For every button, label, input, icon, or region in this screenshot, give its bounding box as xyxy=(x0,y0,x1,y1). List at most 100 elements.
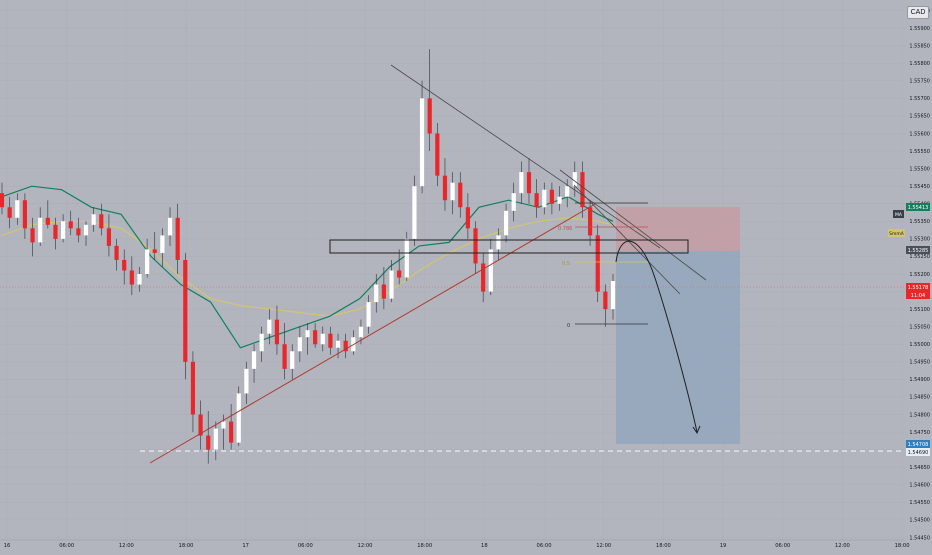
position-zones xyxy=(616,207,740,444)
price-tick-label: 1.54650 xyxy=(909,465,930,471)
candlesticks xyxy=(0,49,616,464)
fib-label-05: 0.5 xyxy=(562,261,570,267)
bearish-candle xyxy=(328,333,333,348)
bullish-candle xyxy=(259,333,264,352)
take-profit-zone[interactable] xyxy=(616,251,740,444)
bearish-candle xyxy=(458,182,463,208)
time-tick-label: 16 xyxy=(4,543,11,549)
time-tick-label: 19 xyxy=(720,543,727,549)
price-tick-label: 1.54500 xyxy=(909,518,930,524)
price-tick-label: 1.54750 xyxy=(909,430,930,436)
price-tick-label: 1.54900 xyxy=(909,377,930,383)
time-tick-label: 12:00 xyxy=(358,543,373,549)
bullish-candle xyxy=(542,189,547,208)
price-tick-label: 1.55750 xyxy=(909,79,930,85)
bullish-candle xyxy=(167,217,173,236)
price-tick-label: 1.55550 xyxy=(909,149,930,155)
time-tick-label: 18:00 xyxy=(895,543,910,549)
price-tick-label: 1.55250 xyxy=(909,254,930,260)
bullish-candle xyxy=(488,249,493,292)
bullish-candle xyxy=(335,340,341,348)
bullish-candle xyxy=(251,351,257,369)
countdown-badge-bg xyxy=(906,291,930,299)
smma-label: SmmA xyxy=(889,231,905,237)
projected-path-arrow[interactable] xyxy=(615,240,698,433)
bearish-candle xyxy=(595,235,600,292)
bearish-candle xyxy=(129,270,134,285)
bearish-candle xyxy=(381,284,386,299)
badge-1546: 1.54690 xyxy=(908,450,929,456)
time-tick-label: 06:00 xyxy=(537,543,552,549)
bullish-candle xyxy=(60,221,66,239)
bullish-candle xyxy=(610,281,616,310)
price-tick-label: 1.55800 xyxy=(909,61,930,67)
price-tick-label: 1.54800 xyxy=(909,412,930,418)
price-axis[interactable]: 1.559501.559001.558501.558001.557501.557… xyxy=(905,0,932,550)
price-tick-label: 1.55200 xyxy=(909,272,930,278)
bearish-candle xyxy=(526,172,532,194)
bullish-candle xyxy=(503,210,509,236)
time-tick-label: 06:00 xyxy=(298,543,313,549)
drawings: 0.786 0.5 0 xyxy=(149,64,707,464)
ascending-trendline[interactable] xyxy=(149,203,596,464)
badge-1554: 1.55413 xyxy=(908,205,929,211)
bullish-candle xyxy=(38,217,43,243)
bullish-candle xyxy=(221,421,226,429)
price-tick-label: 1.55350 xyxy=(909,219,930,225)
bullish-candle xyxy=(320,333,325,345)
bullish-candle xyxy=(91,214,96,225)
bearish-candle xyxy=(206,435,211,450)
fib-label-0: 0 xyxy=(567,323,570,329)
bullish-candle xyxy=(137,274,142,285)
stop-loss-zone[interactable] xyxy=(616,207,740,251)
bearish-candle xyxy=(53,224,58,239)
support-resistance-box[interactable] xyxy=(329,239,689,254)
bearish-candle xyxy=(343,340,348,352)
price-tick-label: 1.54550 xyxy=(909,500,930,506)
bearish-candle xyxy=(427,98,432,134)
price-tick-label: 1.54950 xyxy=(909,360,930,366)
badge-1547: 1.54708 xyxy=(908,442,929,448)
bearish-candle xyxy=(152,249,157,253)
bearish-candle xyxy=(435,133,440,176)
currency-badge[interactable]: CAD xyxy=(907,6,929,19)
bullish-candle xyxy=(519,172,524,194)
bearish-candle xyxy=(198,414,203,436)
last-price-badge-bg xyxy=(906,283,930,291)
bearish-candle xyxy=(481,263,486,292)
bearish-candle xyxy=(114,245,119,260)
bullish-candle xyxy=(213,428,218,450)
bearish-candle xyxy=(68,221,73,229)
descending-trendline-2[interactable] xyxy=(559,169,707,281)
bullish-candle xyxy=(389,270,394,299)
bullish-candle xyxy=(160,235,165,253)
price-tick-label: 1.55650 xyxy=(909,114,930,120)
price-tick-label: 1.55450 xyxy=(909,184,930,190)
time-tick-label: 06:00 xyxy=(59,543,74,549)
badge-1552-bg xyxy=(906,246,930,254)
price-tick-label: 1.55100 xyxy=(909,307,930,313)
bearish-candle xyxy=(465,207,470,229)
time-axis[interactable]: 16 06:00 12:00 18:00 17 06:00 12:00 18:00 18 06:0… xyxy=(0,539,910,549)
bullish-candle xyxy=(83,224,89,236)
price-tick-label: 1.55700 xyxy=(909,96,930,102)
bullish-candle xyxy=(511,193,516,211)
bullish-candle xyxy=(565,186,570,197)
bearish-candle xyxy=(587,207,593,236)
descending-trendline[interactable] xyxy=(390,64,661,249)
grid-vertical-lines xyxy=(6,0,903,540)
time-tick-label: 18:00 xyxy=(179,543,194,549)
price-axis-bg xyxy=(905,0,932,550)
bearish-candle xyxy=(229,421,234,443)
bullish-candle xyxy=(236,393,241,443)
grid xyxy=(0,0,905,540)
bearish-candle xyxy=(282,344,287,369)
bearish-candle xyxy=(549,189,555,204)
bullish-candle xyxy=(404,238,409,278)
bullish-candle xyxy=(358,326,364,338)
fib-label-0786: 0.786 xyxy=(558,226,572,232)
bearish-candle xyxy=(473,228,478,264)
time-tick-label: 17 xyxy=(242,543,249,549)
price-tick-label: 1.55050 xyxy=(909,324,930,330)
